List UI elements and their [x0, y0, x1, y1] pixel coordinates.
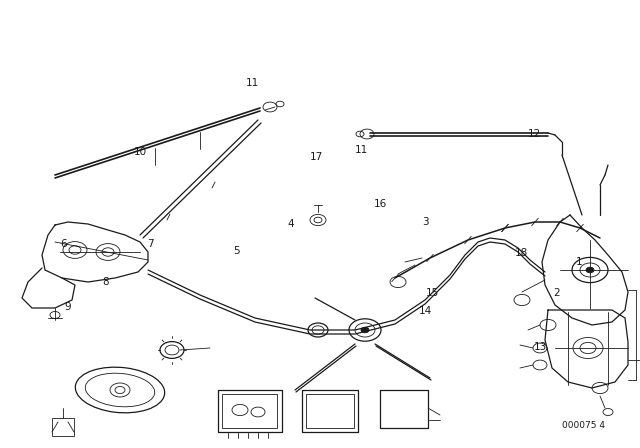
Circle shape: [361, 327, 369, 333]
Text: 15: 15: [426, 289, 438, 298]
Text: 8: 8: [102, 277, 109, 287]
Polygon shape: [545, 310, 628, 388]
Bar: [52, 418, 74, 436]
Text: 7: 7: [147, 239, 154, 249]
Text: 5: 5: [234, 246, 240, 256]
Text: 10: 10: [134, 147, 147, 157]
Bar: [222, 394, 277, 428]
Polygon shape: [302, 390, 358, 432]
Text: 12: 12: [528, 129, 541, 139]
Circle shape: [586, 267, 594, 273]
Polygon shape: [380, 390, 428, 428]
Text: 16: 16: [374, 199, 387, 209]
Bar: [306, 394, 354, 428]
Text: 4: 4: [288, 219, 294, 229]
Ellipse shape: [76, 367, 164, 413]
Text: 9: 9: [64, 302, 70, 312]
Text: 11: 11: [246, 78, 259, 88]
Text: 11: 11: [355, 145, 368, 155]
Polygon shape: [42, 222, 148, 282]
Polygon shape: [542, 215, 628, 325]
Text: 6: 6: [61, 239, 67, 249]
Text: 3: 3: [422, 217, 429, 227]
Polygon shape: [22, 268, 75, 308]
Text: 14: 14: [419, 306, 432, 316]
Ellipse shape: [85, 373, 155, 407]
Text: 17: 17: [310, 152, 323, 162]
Text: 1: 1: [576, 257, 582, 267]
Text: 000075 4: 000075 4: [562, 421, 605, 430]
Text: 2: 2: [554, 289, 560, 298]
Text: 13: 13: [534, 342, 547, 352]
Polygon shape: [218, 390, 282, 432]
Text: 18: 18: [515, 248, 528, 258]
